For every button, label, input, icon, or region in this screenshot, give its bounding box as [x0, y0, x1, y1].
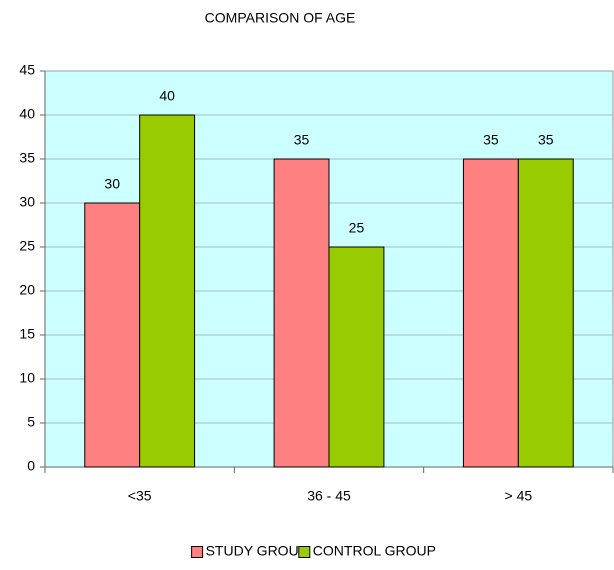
legend-swatch: [298, 546, 311, 558]
y-tick-label: 40: [19, 106, 35, 122]
y-tick-label: 35: [19, 150, 35, 166]
data-label: 35: [294, 132, 310, 148]
y-tick-label: 25: [19, 238, 35, 254]
data-label: 40: [159, 88, 175, 104]
x-tick-label: > 45: [505, 488, 533, 504]
y-tick-label: 45: [19, 62, 35, 78]
y-tick-label: 15: [19, 326, 35, 342]
y-tick-label: 10: [19, 370, 35, 386]
data-label: 30: [104, 176, 120, 192]
bar: [517, 158, 574, 468]
chart-title: COMPARISON OF AGE: [205, 10, 356, 26]
x-tick-label: <35: [128, 488, 152, 504]
y-tick-label: 0: [27, 458, 35, 474]
bar: [328, 246, 385, 468]
data-label: 35: [483, 132, 499, 148]
x-tick-label: 36 - 45: [307, 488, 351, 504]
y-tick-label: 5: [27, 414, 35, 430]
bar: [273, 158, 330, 468]
legend-swatch: [191, 546, 204, 558]
y-tick-label: 30: [19, 194, 35, 210]
bar: [84, 202, 141, 468]
bar: [462, 158, 519, 468]
data-label: 35: [538, 132, 554, 148]
data-label: 25: [349, 220, 365, 236]
bar: [139, 114, 196, 468]
legend-label: STUDY GROUP: [206, 543, 308, 559]
y-tick-label: 20: [19, 282, 35, 298]
legend-label: CONTROL GROUP: [313, 543, 436, 559]
